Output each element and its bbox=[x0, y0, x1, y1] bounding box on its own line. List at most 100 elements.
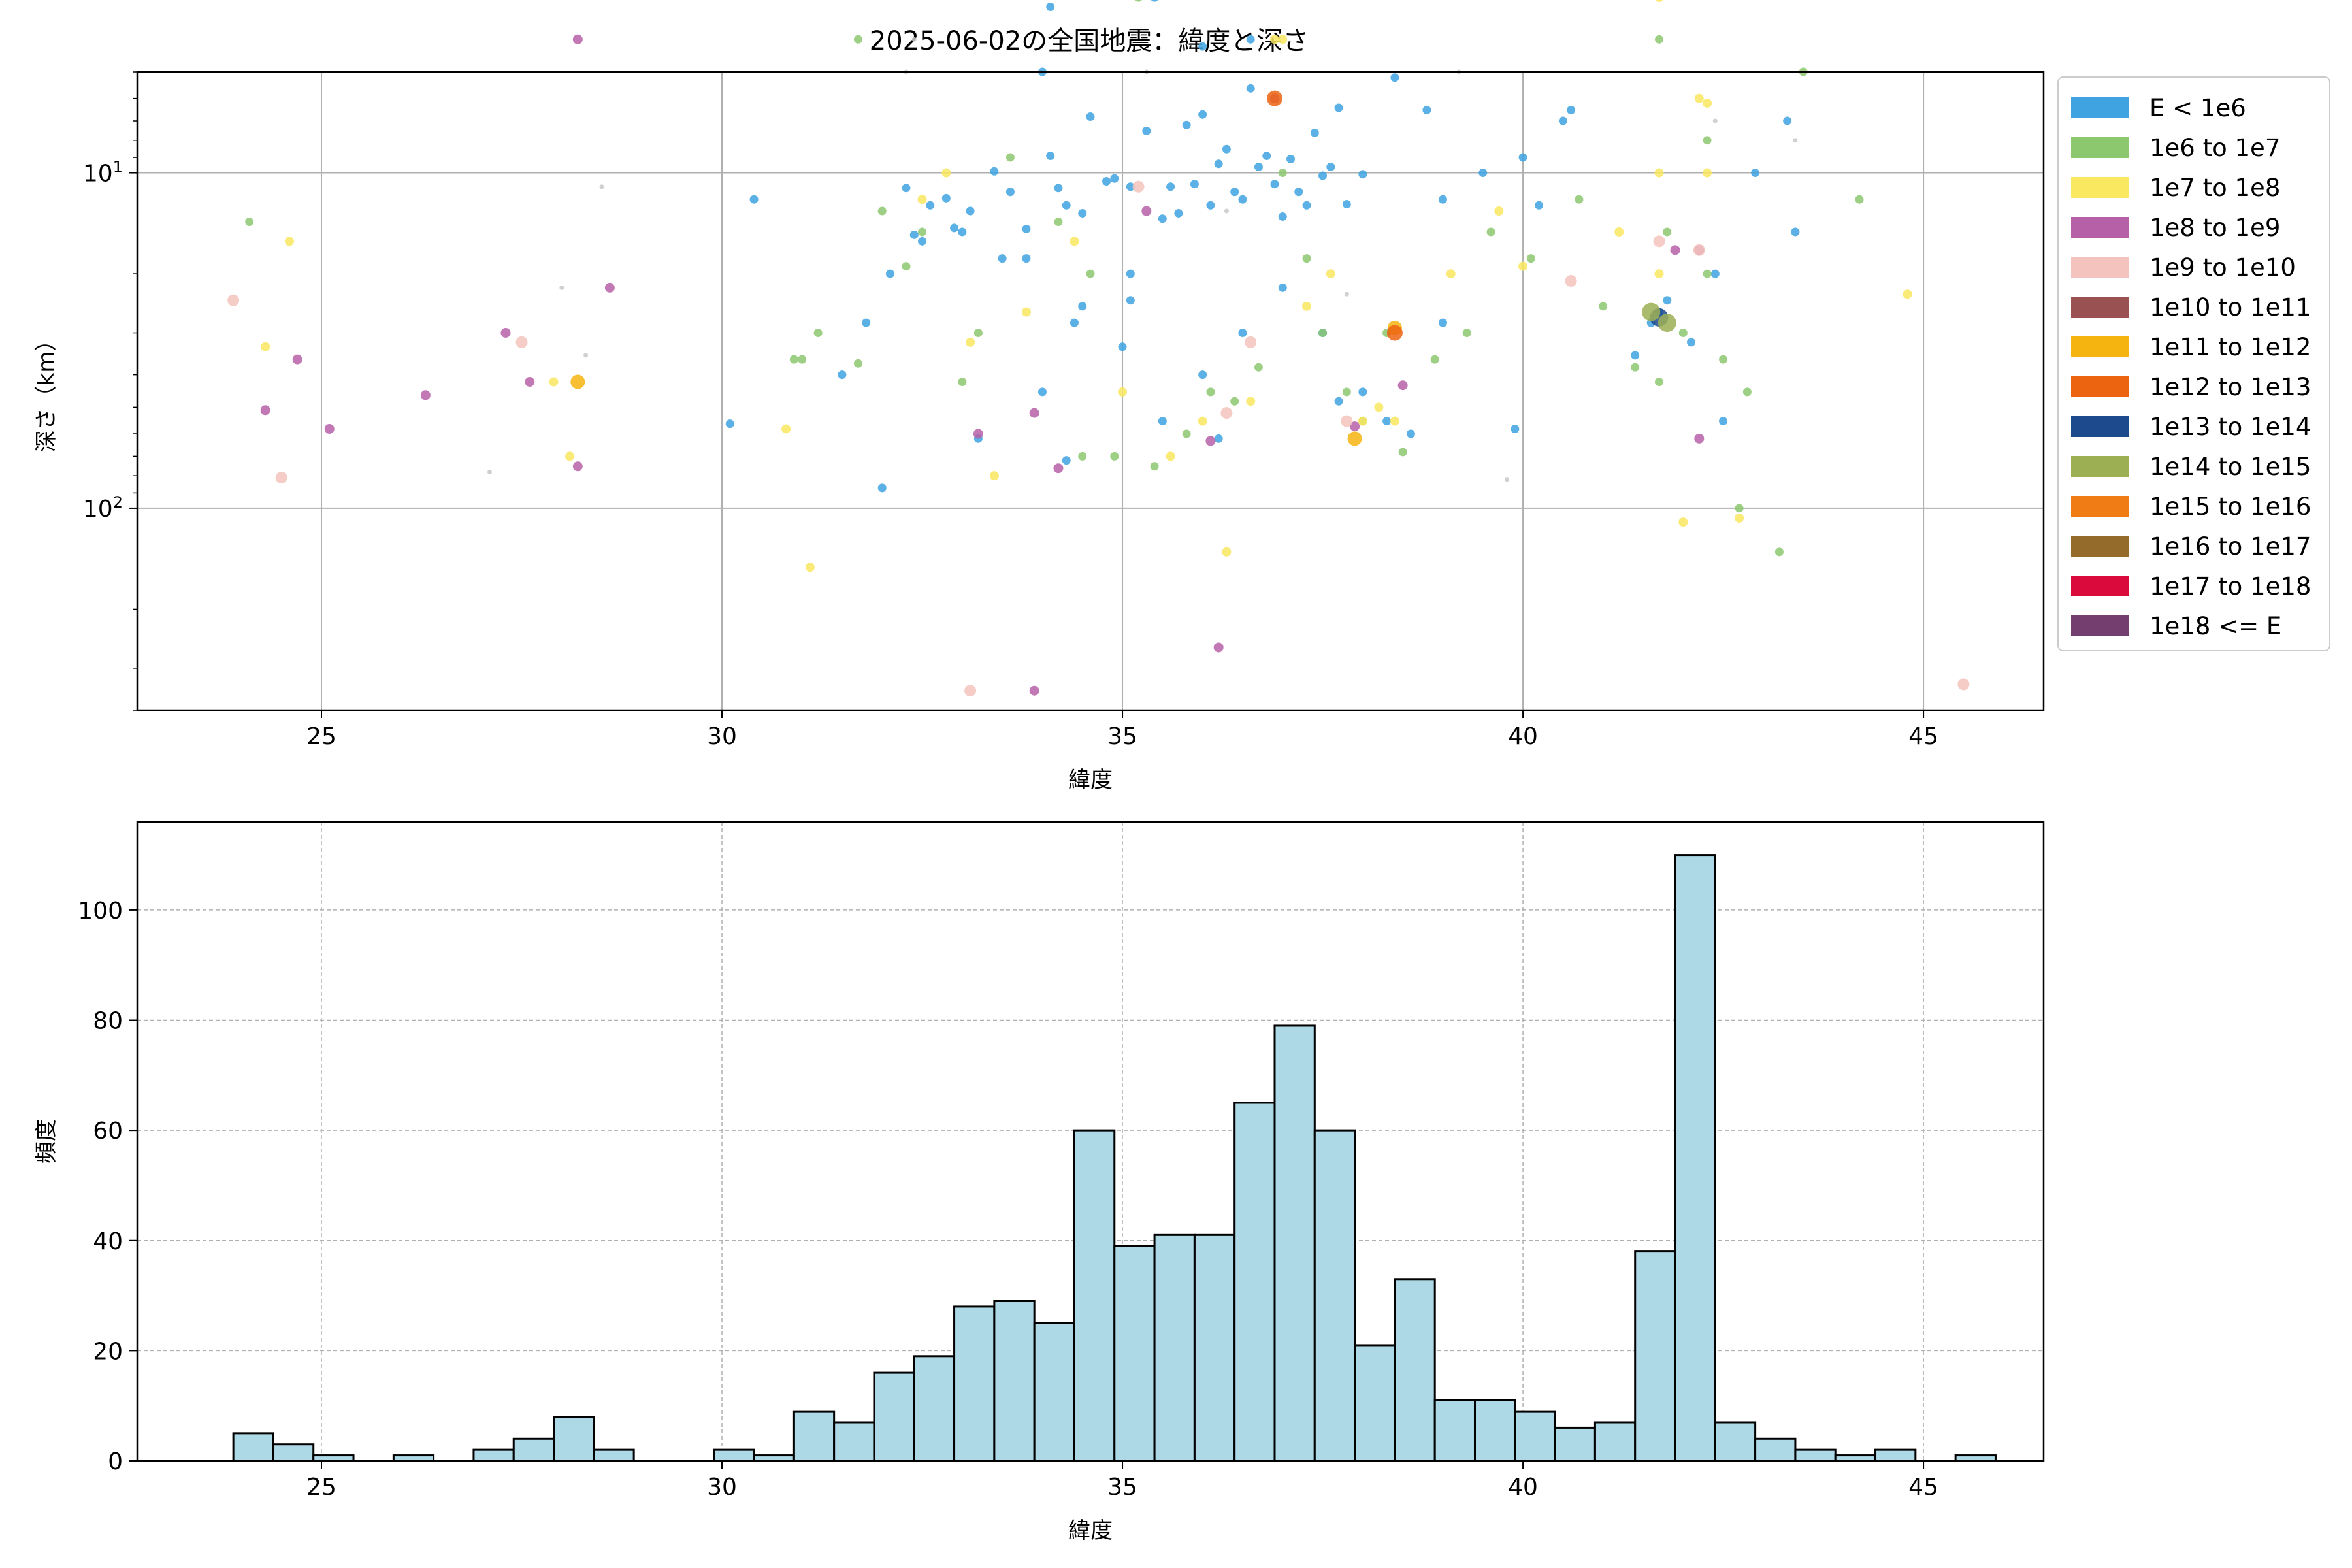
scatter-point bbox=[1406, 429, 1415, 438]
scatter-point bbox=[1078, 208, 1087, 218]
scatter-point bbox=[1142, 126, 1151, 135]
scatter-point bbox=[583, 353, 589, 358]
scatter-point bbox=[926, 201, 935, 210]
legend-entry: E < 1e6 bbox=[2071, 94, 2246, 122]
scatter-point bbox=[1150, 462, 1159, 471]
scatter-point bbox=[324, 423, 335, 434]
scatter-point bbox=[565, 451, 575, 461]
scatter-point bbox=[1278, 169, 1287, 178]
scatter-point bbox=[1238, 328, 1247, 337]
histogram-y-tick-label: 20 bbox=[93, 1338, 123, 1365]
scatter-point bbox=[1254, 162, 1263, 171]
scatter-point bbox=[559, 285, 564, 290]
scatter-point bbox=[1206, 387, 1215, 397]
scatter-point bbox=[1430, 355, 1439, 364]
scatter-point bbox=[1062, 201, 1071, 210]
scatter-point bbox=[918, 237, 927, 246]
histogram-x-tick-label: 35 bbox=[1107, 1474, 1137, 1501]
scatter-x-tick-label: 45 bbox=[1908, 723, 1938, 750]
histogram-bar bbox=[713, 1448, 755, 1462]
legend-entry: 1e16 to 1e17 bbox=[2071, 532, 2311, 561]
scatter-point bbox=[1078, 302, 1087, 311]
scatter-point bbox=[1029, 408, 1039, 418]
scatter-point bbox=[941, 168, 951, 178]
histogram-bar bbox=[873, 1371, 915, 1462]
scatter-point bbox=[805, 563, 815, 572]
scatter-point bbox=[549, 377, 559, 387]
scatter-point bbox=[1166, 451, 1175, 461]
scatter-point bbox=[1654, 269, 1664, 279]
scatter-point bbox=[1694, 433, 1705, 444]
scatter-point bbox=[1658, 314, 1676, 333]
scatter-point bbox=[1198, 416, 1207, 426]
scatter-point bbox=[1110, 174, 1119, 183]
scatter-point bbox=[853, 359, 862, 368]
legend-label: 1e14 to 1e15 bbox=[2149, 453, 2311, 481]
scatter-point bbox=[989, 471, 999, 481]
legend-label: 1e8 to 1e9 bbox=[2149, 214, 2280, 242]
scatter-point bbox=[1278, 212, 1287, 221]
scatter-point bbox=[1390, 73, 1399, 82]
scatter-point bbox=[1631, 351, 1640, 360]
scatter-point bbox=[941, 193, 951, 203]
scatter-point bbox=[1158, 417, 1167, 426]
legend-entry: 1e18 <= E bbox=[2071, 612, 2281, 640]
legend-label: 1e12 to 1e13 bbox=[2149, 373, 2311, 401]
scatter-point bbox=[1783, 116, 1792, 125]
scatter-point bbox=[1190, 180, 1199, 189]
scatter-point bbox=[227, 294, 240, 306]
histogram-bar bbox=[792, 1410, 836, 1462]
scatter-point bbox=[1855, 195, 1864, 204]
scatter-point bbox=[838, 370, 847, 380]
histogram-ticks: 25 30 35 40 45 0 20 40 60 80 100 bbox=[78, 898, 1938, 1501]
scatter-point bbox=[1294, 188, 1303, 197]
histogram-panel: 25 30 35 40 45 0 20 40 60 80 100 緯度 頻度 bbox=[33, 821, 2045, 1544]
scatter-point bbox=[1135, 0, 1142, 2]
scatter-point bbox=[1398, 448, 1407, 457]
scatter-point bbox=[1141, 206, 1152, 216]
histogram-bar bbox=[1514, 1410, 1556, 1462]
scatter-point bbox=[1957, 678, 1970, 691]
scatter-point bbox=[1382, 417, 1392, 426]
legend-swatch bbox=[2071, 416, 2129, 437]
legend-swatch bbox=[2071, 336, 2129, 357]
scatter-point bbox=[1318, 328, 1328, 337]
histogram-bar bbox=[1394, 1278, 1436, 1462]
scatter-point bbox=[1567, 105, 1576, 114]
scatter-point bbox=[1326, 162, 1335, 171]
scatter-points bbox=[227, 0, 1970, 697]
scatter-axes-frame bbox=[136, 71, 2045, 711]
scatter-point bbox=[1022, 224, 1031, 233]
scatter-point bbox=[1230, 188, 1239, 197]
histogram-y-axis-label: 頻度 bbox=[33, 1119, 59, 1164]
scatter-point bbox=[1438, 195, 1447, 204]
scatter-point bbox=[1266, 90, 1282, 106]
legend-entry: 1e14 to 1e15 bbox=[2071, 453, 2311, 481]
histogram-bar bbox=[993, 1300, 1036, 1462]
histogram-y-tick-label: 40 bbox=[93, 1228, 123, 1255]
scatter-point bbox=[1719, 417, 1728, 426]
legend-swatch bbox=[2071, 576, 2129, 596]
scatter-point bbox=[1046, 2, 1055, 11]
scatter-point bbox=[1374, 402, 1384, 412]
scatter-point bbox=[973, 429, 983, 439]
histogram-y-tick-label: 60 bbox=[93, 1118, 123, 1145]
scatter-point bbox=[1358, 416, 1367, 426]
scatter-point bbox=[1614, 227, 1624, 237]
scatter-point bbox=[1278, 35, 1288, 44]
scatter-point bbox=[1269, 35, 1279, 44]
scatter-point bbox=[1110, 451, 1119, 461]
scatter-point bbox=[1653, 235, 1665, 248]
scatter-series bbox=[1266, 90, 1403, 341]
scatter-point bbox=[1213, 642, 1224, 653]
scatter-point bbox=[1046, 152, 1055, 161]
histogram-bar bbox=[1754, 1437, 1797, 1462]
scatter-point bbox=[1054, 184, 1063, 193]
histogram-bar bbox=[1874, 1448, 1917, 1462]
scatter-point bbox=[1494, 206, 1504, 216]
scatter-point bbox=[1246, 397, 1256, 406]
histogram-bar bbox=[1474, 1399, 1516, 1462]
histogram-bar bbox=[1153, 1233, 1196, 1462]
scatter-point bbox=[1054, 218, 1063, 227]
